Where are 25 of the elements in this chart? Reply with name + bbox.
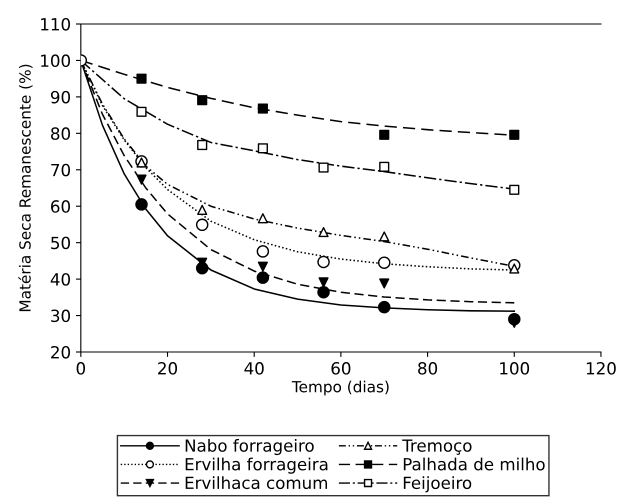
y-tick-label: 40	[50, 273, 70, 286]
y-tick-label: 20	[51, 346, 70, 359]
x-tick-label: 100	[500, 362, 530, 375]
legend-label: Palhada de milho	[404, 458, 545, 470]
x-tick-label: 40	[244, 362, 264, 375]
y-tick-label: 80	[51, 127, 70, 140]
x-tick-label: 80	[418, 362, 438, 375]
y-tick-label: 110	[41, 18, 70, 31]
x-tick-label: 0	[76, 362, 86, 375]
x-tick-label: 120	[586, 362, 616, 375]
x-tick-label: 60	[331, 362, 350, 375]
y-tick-label: 60	[51, 200, 70, 213]
y-tick-label: 100	[41, 54, 70, 68]
x-tick-label: 20	[158, 362, 178, 375]
y-tick-label: 30	[51, 310, 70, 322]
y-tick-label: 70	[51, 164, 70, 176]
legend-label: Ervilha forrageira	[186, 458, 328, 474]
y-tick-label: 50	[51, 236, 70, 250]
x-axis-title: Tempo (dias)	[292, 380, 389, 396]
legend-label: Nabo forrageiro	[186, 438, 314, 456]
legend-label: Feijoeiro	[404, 476, 472, 492]
legend-label: Ervilhaca comum	[186, 476, 328, 490]
legend-label: Tremoço	[402, 439, 472, 455]
y-tick-label: 90	[50, 90, 70, 104]
y-axis-title: Matéria Seca Remanescente (%)	[18, 64, 33, 312]
